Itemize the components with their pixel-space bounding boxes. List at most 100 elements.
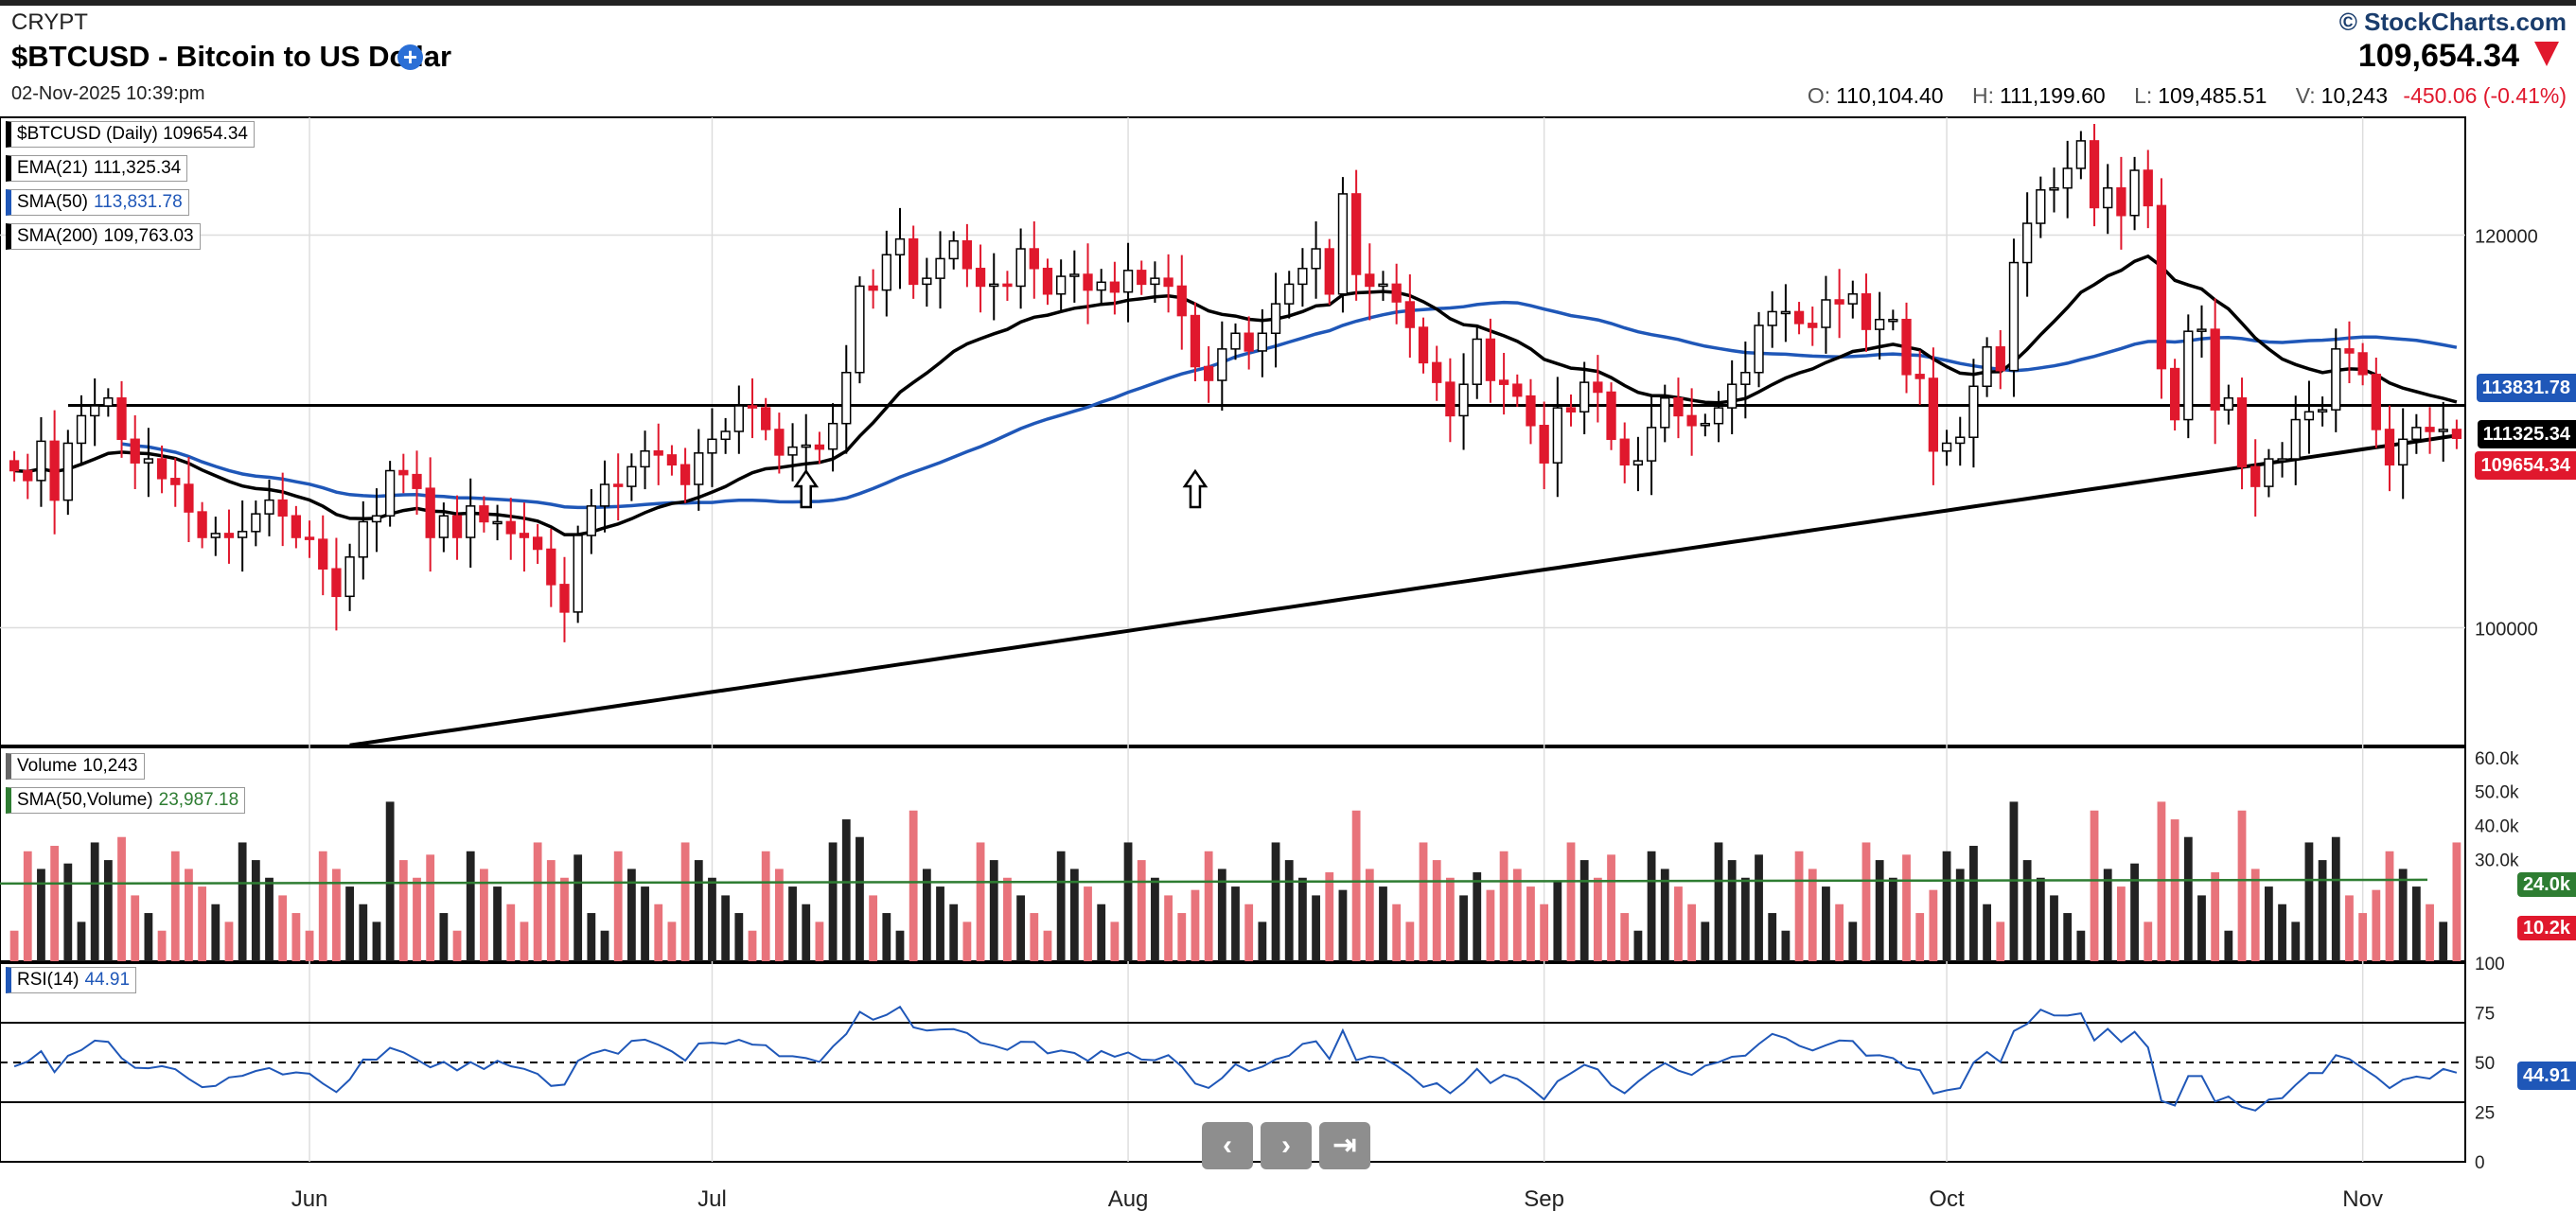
volume-bar: [1794, 851, 1804, 961]
copyright-logo[interactable]: © StockCharts.com: [2338, 8, 2567, 36]
candle-body: [1995, 346, 2005, 372]
volume-bar: [506, 904, 516, 961]
candle-body: [626, 465, 637, 487]
legend-volume-label: Volume: [17, 756, 78, 776]
volume-bar: [1486, 889, 1495, 961]
chart-datetime: 02-Nov-2025 10:39:pm: [11, 83, 205, 104]
volume-bar: [2036, 877, 2045, 961]
candle-body: [1472, 338, 1482, 385]
volume-bar: [198, 886, 207, 961]
volume-bar: [1123, 842, 1133, 961]
volume-bar: [413, 877, 421, 961]
symbol-title: $BTCUSD - Bitcoin to US Dollar: [11, 40, 452, 73]
volume-bar: [2050, 895, 2058, 961]
candle-body: [223, 533, 235, 538]
volume-bar: [2304, 842, 2314, 961]
volume-bar: [1016, 895, 1026, 961]
candle-body: [2303, 411, 2315, 421]
volume-bar: [1110, 921, 1120, 961]
legend-vol-sma: SMA(50,Volume) 23,987.18: [6, 787, 246, 814]
month-label: Jul: [697, 1186, 727, 1211]
volume-bar: [856, 836, 864, 961]
candle-body: [1150, 277, 1160, 286]
candle-body: [1861, 293, 1872, 330]
candle-body: [1539, 425, 1549, 464]
candle-body: [1350, 193, 1362, 275]
volume-bar: [1781, 930, 1791, 961]
volume-bar: [841, 819, 851, 961]
candle-body: [1445, 381, 1456, 417]
candle-body: [103, 396, 114, 407]
volume-bar: [1633, 930, 1643, 961]
candle-body: [1740, 372, 1751, 385]
volume-tick-label: 40.0k: [2475, 817, 2519, 837]
candle-body: [640, 450, 650, 468]
candle-body: [1404, 301, 1415, 328]
volume-bar: [291, 913, 301, 961]
month-label: Aug: [1108, 1186, 1149, 1211]
volume-bar: [1553, 881, 1562, 961]
volume-bar: [2130, 863, 2139, 961]
scroll-end-button[interactable]: ⇥: [1319, 1122, 1370, 1169]
candle-body: [694, 452, 704, 485]
candle-body: [2344, 348, 2355, 354]
legend-price-value: 109654.34: [163, 124, 248, 144]
legend-ema21: EMA(21) 111,325.34: [6, 155, 188, 182]
candle-body: [747, 405, 758, 409]
candle-body: [1888, 318, 1898, 323]
candle-body: [2075, 140, 2087, 169]
volume-bar: [1379, 886, 1387, 961]
candle-body: [425, 487, 435, 538]
volume-bar: [1459, 895, 1468, 961]
volume-bar: [1526, 886, 1535, 961]
volume-bar: [962, 921, 972, 961]
candle-body: [2210, 328, 2220, 411]
candle-body: [1137, 270, 1147, 286]
volume-bar: [1808, 869, 1817, 961]
plus-circle-icon[interactable]: +: [397, 44, 423, 70]
candle-body: [1391, 283, 1402, 303]
volume-bar: [144, 913, 153, 961]
candle-body: [2317, 409, 2328, 412]
candle-body: [586, 505, 596, 536]
volume-bar: [2183, 836, 2193, 961]
scroll-left-button[interactable]: ‹: [1202, 1122, 1253, 1169]
rsi-line: [13, 1005, 2458, 1112]
candle-body: [1526, 395, 1536, 427]
candle-body: [23, 469, 33, 482]
candle-body: [1083, 273, 1093, 291]
volume-bar: [1003, 877, 1012, 961]
scroll-right-button[interactable]: ›: [1261, 1122, 1312, 1169]
candle-body: [2398, 438, 2408, 466]
candle-body: [1808, 323, 1818, 328]
volume-bar: [828, 842, 838, 961]
volume-bar: [1714, 842, 1723, 961]
volume-bar: [332, 869, 341, 961]
month-label: Oct: [1929, 1186, 1965, 1211]
candle-body: [1512, 383, 1523, 397]
tag-vol-sma: 24.0k: [2516, 872, 2576, 897]
volume-bar: [1620, 913, 1630, 961]
volume-bar: [251, 860, 260, 961]
ema21-line: [13, 254, 2458, 536]
candle-body: [9, 460, 20, 472]
candle-body: [1593, 381, 1603, 394]
candle-body: [1767, 310, 1777, 326]
volume-bar: [1392, 904, 1402, 961]
candle-body: [679, 464, 691, 485]
candle-body: [827, 422, 838, 450]
sma200-line: [349, 433, 2458, 747]
volume-bar: [882, 913, 891, 961]
volume-bar: [1244, 904, 1254, 961]
candle-body: [1834, 299, 1844, 305]
candle-body: [935, 257, 945, 279]
candle-body: [922, 277, 932, 286]
volume-bar: [2264, 886, 2273, 961]
candle-body: [1284, 283, 1295, 305]
volume-bar: [1607, 854, 1615, 961]
volume-bar: [1338, 889, 1348, 961]
candle-body: [1780, 310, 1791, 315]
candle-body: [2036, 189, 2046, 224]
candle-body: [1378, 283, 1388, 288]
